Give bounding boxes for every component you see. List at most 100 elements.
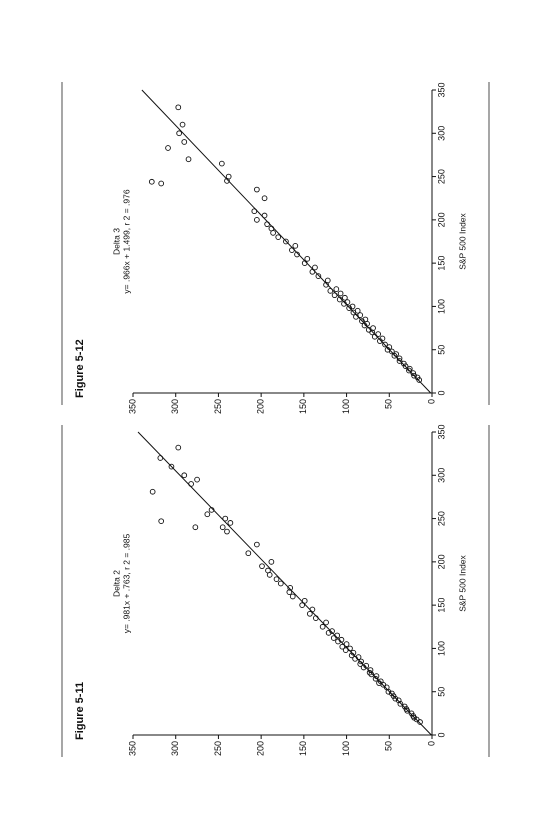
figure-title: Figure 5-12 <box>74 339 86 398</box>
scatter-point <box>254 217 260 223</box>
scatter-point <box>168 463 175 470</box>
scatter-point <box>261 195 268 202</box>
scatter-point <box>304 255 311 262</box>
scatter-point <box>292 242 299 249</box>
scatter-point <box>377 678 384 685</box>
scatter-point <box>357 312 364 318</box>
scatter-point <box>358 658 364 665</box>
scatter-point <box>334 632 341 639</box>
y-tick-label: 0 <box>426 741 436 746</box>
scatter-point <box>406 365 413 372</box>
scatter-point <box>363 662 370 669</box>
y-tick-label: 150 <box>298 741 308 756</box>
x-tick-label: 300 <box>436 126 446 141</box>
x-tick-label: 50 <box>436 345 446 355</box>
x-tick-label: 300 <box>436 468 446 483</box>
scatter-point <box>349 303 356 310</box>
scatter-point <box>335 638 341 645</box>
scatter-point <box>179 121 186 128</box>
scatter-point <box>309 606 316 613</box>
scatter-point <box>357 661 364 667</box>
scatter-point <box>410 370 417 376</box>
scatter-point <box>414 374 421 381</box>
scatter-point <box>254 541 260 548</box>
scatter-point <box>393 351 399 357</box>
scatter-point <box>181 139 188 145</box>
scatter-point <box>218 160 225 167</box>
scatter-point <box>268 559 275 565</box>
scatter-point <box>301 597 308 604</box>
scatter-point <box>289 247 295 254</box>
y-tick-label: 0 <box>426 399 436 404</box>
y-tick-label: 150 <box>298 399 308 414</box>
x-axis-label: S&P 500 Index <box>457 554 467 611</box>
y-tick-label: 50 <box>384 399 394 409</box>
scatter-point <box>337 290 344 297</box>
y-tick-label: 50 <box>384 741 394 751</box>
scatter-point <box>312 615 319 621</box>
figure-title: Figure 5-11 <box>74 682 86 740</box>
scatter-point <box>227 520 234 526</box>
scatter-point <box>176 130 182 137</box>
scatter-point <box>373 673 380 679</box>
scatter-point <box>264 221 270 228</box>
scatter-point <box>411 372 417 379</box>
scatter-point <box>185 156 192 163</box>
scatter-point <box>224 528 230 535</box>
scatter-point <box>306 610 313 617</box>
scatter-point <box>251 208 258 215</box>
scatter-point <box>375 331 382 337</box>
regression-line <box>141 89 432 394</box>
scatter-point <box>339 643 346 650</box>
scatter-point <box>382 341 388 348</box>
scatter-point <box>325 629 332 636</box>
scatter-point <box>388 690 395 697</box>
scatter-point <box>287 584 294 591</box>
scatter-point <box>275 234 282 241</box>
scatter-point <box>319 623 326 630</box>
scatter-point <box>386 344 393 350</box>
regression-equation: y= .966x + 1.499, r 2 = .976 <box>121 189 131 293</box>
y-tick-label: 350 <box>127 741 137 756</box>
scatter-point <box>344 299 351 305</box>
y-tick-label: 200 <box>256 399 266 414</box>
y-tick-label: 250 <box>213 399 223 414</box>
scatter-point <box>301 260 308 266</box>
scatter-point <box>245 550 252 557</box>
scatter-point <box>355 654 362 660</box>
scatter-point <box>324 277 331 284</box>
x-tick-label: 50 <box>436 687 446 697</box>
x-axis-label: S&P 500 Index <box>457 212 467 269</box>
scatter-point <box>283 238 289 245</box>
chart-subtitle: Delta 3 <box>111 228 121 255</box>
x-tick-label: 200 <box>436 212 446 227</box>
scatter-point <box>261 212 268 219</box>
scatter-point <box>299 602 305 608</box>
x-tick-label: 0 <box>436 390 446 395</box>
x-tick-label: 350 <box>436 82 446 97</box>
scatter-point <box>149 488 156 495</box>
chart-subtitle: Delta 2 <box>111 570 121 597</box>
scatter-point <box>208 507 215 513</box>
y-tick-label: 300 <box>170 399 180 414</box>
scatter-point <box>396 355 403 362</box>
x-tick-label: 0 <box>436 732 446 737</box>
scatter-point <box>347 645 353 652</box>
scatter-point <box>333 286 340 292</box>
y-tick-label: 200 <box>256 741 266 756</box>
scatter-point <box>350 649 357 656</box>
scatter-point <box>204 511 211 518</box>
scatter-point <box>343 641 350 647</box>
x-tick-label: 100 <box>436 641 446 656</box>
scatter-point <box>327 287 334 294</box>
scatter-point <box>289 593 296 600</box>
regression-line <box>137 431 432 736</box>
scatter-point <box>158 180 165 187</box>
scatter-point <box>408 710 415 717</box>
scatter-point <box>323 619 329 626</box>
scatter-point <box>312 264 318 271</box>
y-tick-label: 100 <box>341 741 351 756</box>
